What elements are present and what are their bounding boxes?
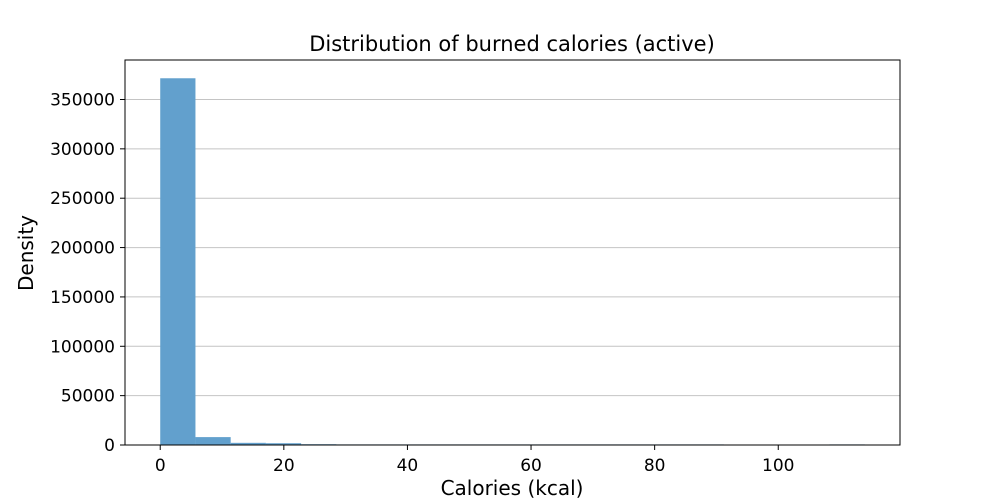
x-axis-title: Calories (kcal) (441, 476, 584, 500)
x-axis-ticks: 0 20 40 60 80 100 (155, 445, 794, 476)
y-tick-label: 150000 (50, 288, 115, 308)
histogram-bar (265, 443, 302, 445)
y-tick-label: 200000 (50, 239, 115, 259)
y-tick-label: 250000 (50, 189, 115, 209)
y-tick-label: 300000 (50, 140, 115, 160)
histogram-bar (160, 78, 196, 445)
y-axis-ticks: 0 50000 100000 150000 200000 250000 300000 3500… (50, 90, 125, 456)
x-tick-label: 60 (520, 456, 542, 476)
histogram-bar (230, 442, 266, 445)
y-tick-label: 50000 (61, 387, 115, 407)
chart-title: Distribution of burned calories (active) (309, 32, 715, 56)
y-tick-label: 350000 (50, 90, 115, 110)
y-tick-label: 100000 (50, 337, 115, 357)
x-tick-label: 0 (155, 456, 166, 476)
y-tick-label: 0 (104, 436, 115, 456)
gridlines (125, 98, 900, 397)
x-tick-label: 100 (762, 456, 794, 476)
histogram-bars (160, 78, 865, 445)
x-tick-label: 80 (644, 456, 666, 476)
y-axis-title: Density (14, 215, 38, 291)
x-tick-label: 40 (397, 456, 419, 476)
plot-frame (124, 59, 901, 446)
x-tick-label: 20 (273, 456, 295, 476)
histogram-bar (195, 437, 231, 445)
